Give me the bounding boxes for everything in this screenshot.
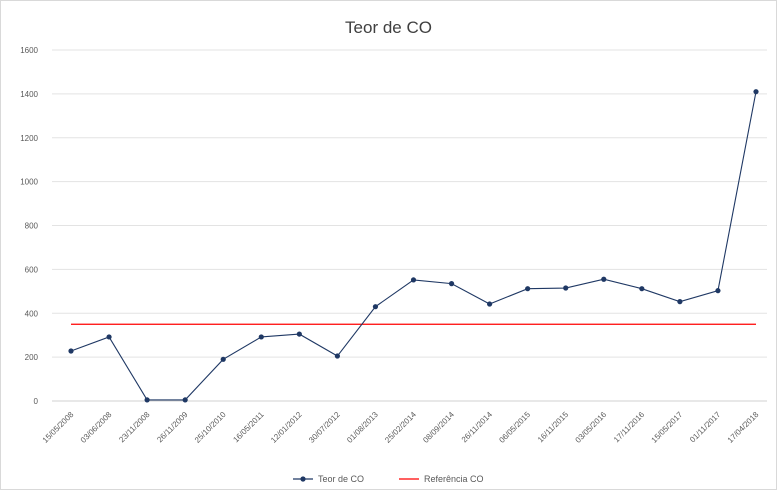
x-tick-label: 25/10/2010 [193,410,228,445]
data-point [563,285,569,291]
data-point [334,353,340,359]
legend: Teor de CO Referência CO [293,474,484,484]
x-tick-label: 03/05/2016 [574,410,609,445]
data-point [753,89,759,95]
x-tick-label: 15/05/2017 [650,410,685,445]
data-point [296,331,302,337]
data-point [144,397,150,403]
x-tick-label: 06/05/2015 [497,410,532,445]
data-point [372,304,379,310]
legend-label-teor: Teor de CO [318,474,364,484]
x-tick-label: 03/06/2008 [79,410,114,445]
x-tick-label: 16/11/2015 [536,410,571,445]
x-tick-label: 12/01/2012 [269,410,304,445]
legend-marker-teor [300,476,306,482]
data-point [601,276,607,282]
data-point [715,288,721,294]
y-tick-label: 1200 [20,134,38,143]
y-axis-ticks: 0 200 400 600 800 1000 1200 1400 1600 [20,46,38,406]
data-point [106,334,112,340]
x-tick-label: 08/09/2014 [421,410,456,445]
data-point [258,334,264,340]
x-tick-label: 26/11/2009 [155,410,190,445]
x-tick-label: 17/04/2018 [726,410,761,445]
x-tick-label: 26/11/2014 [460,410,495,445]
y-tick-label: 800 [25,222,39,231]
x-tick-label: 15/05/2008 [41,410,76,445]
data-point [525,286,531,292]
data-point [487,301,493,307]
series-layer [68,89,759,403]
x-axis-ticks: 15/05/2008 03/06/2008 23/11/2008 26/11/2009… [41,410,761,445]
legend-label-referencia: Referência CO [424,474,484,484]
y-tick-label: 200 [25,353,39,362]
y-tick-label: 600 [25,265,39,274]
data-point [220,356,226,362]
x-tick-label: 23/11/2008 [117,410,152,445]
x-tick-label: 17/11/2016 [612,410,647,445]
y-tick-label: 400 [25,309,39,318]
x-tick-label: 16/05/2011 [231,410,266,445]
data-point [182,397,188,403]
data-point [68,348,74,354]
x-tick-label: 25/02/2014 [383,410,418,445]
y-tick-label: 1400 [20,90,38,99]
x-tick-label: 30/07/2012 [307,410,342,445]
y-tick-label: 1000 [20,178,38,187]
y-tick-label: 0 [34,397,39,406]
data-point [639,286,645,292]
x-tick-label: 01/08/2013 [345,410,380,445]
chart-title: Teor de CO [345,18,432,37]
y-tick-label: 1600 [20,46,38,55]
gridlines [52,49,767,358]
data-point [448,281,455,287]
data-point [410,277,417,283]
data-point [677,299,683,305]
x-tick-label: 01/11/2017 [688,410,723,445]
